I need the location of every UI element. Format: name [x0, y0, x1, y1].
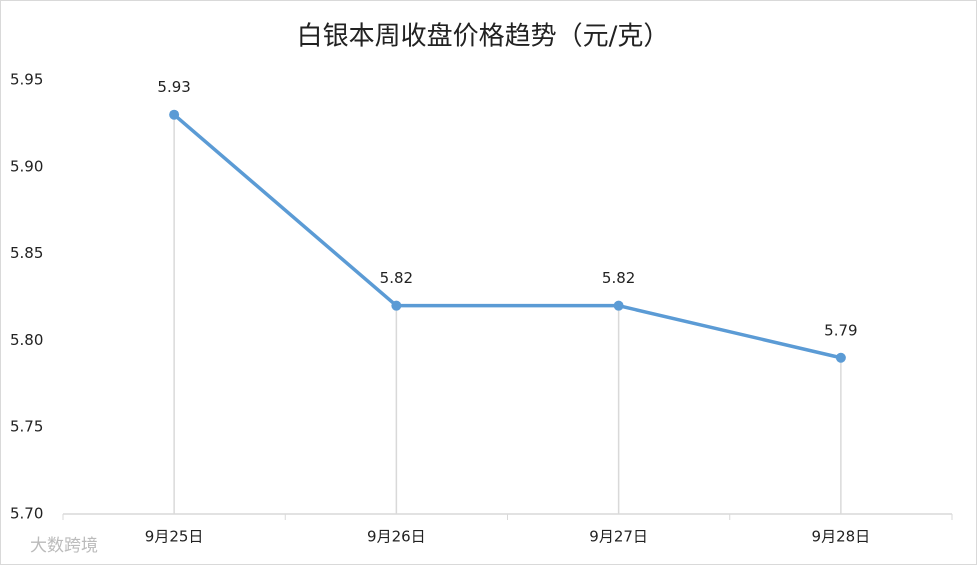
data-label: 5.82 [380, 269, 413, 287]
y-tick-label: 5.85 [10, 244, 43, 262]
y-tick-label: 5.80 [10, 331, 43, 349]
point [835, 352, 846, 363]
data-label: 5.79 [824, 321, 857, 339]
y-tick-label: 5.90 [10, 157, 43, 175]
x-tick-label: 9月28日 [812, 528, 871, 546]
y-tick-label: 5.70 [10, 505, 43, 523]
point [169, 109, 180, 120]
x-tick-label: 9月25日 [145, 528, 204, 546]
y-tick-label: 5.75 [10, 418, 43, 436]
point [391, 300, 402, 311]
data-label: 5.82 [602, 269, 635, 287]
x-tick-label: 9月27日 [589, 528, 648, 546]
watermark: 大数跨境 [30, 536, 98, 556]
x-tick-label: 9月26日 [367, 528, 426, 546]
chart-title: 白银本周收盘价格趋势（元/克） [297, 22, 670, 52]
point [613, 300, 624, 311]
data-label: 5.93 [157, 78, 190, 96]
y-tick-label: 5.95 [10, 71, 43, 89]
line [172, 113, 842, 360]
